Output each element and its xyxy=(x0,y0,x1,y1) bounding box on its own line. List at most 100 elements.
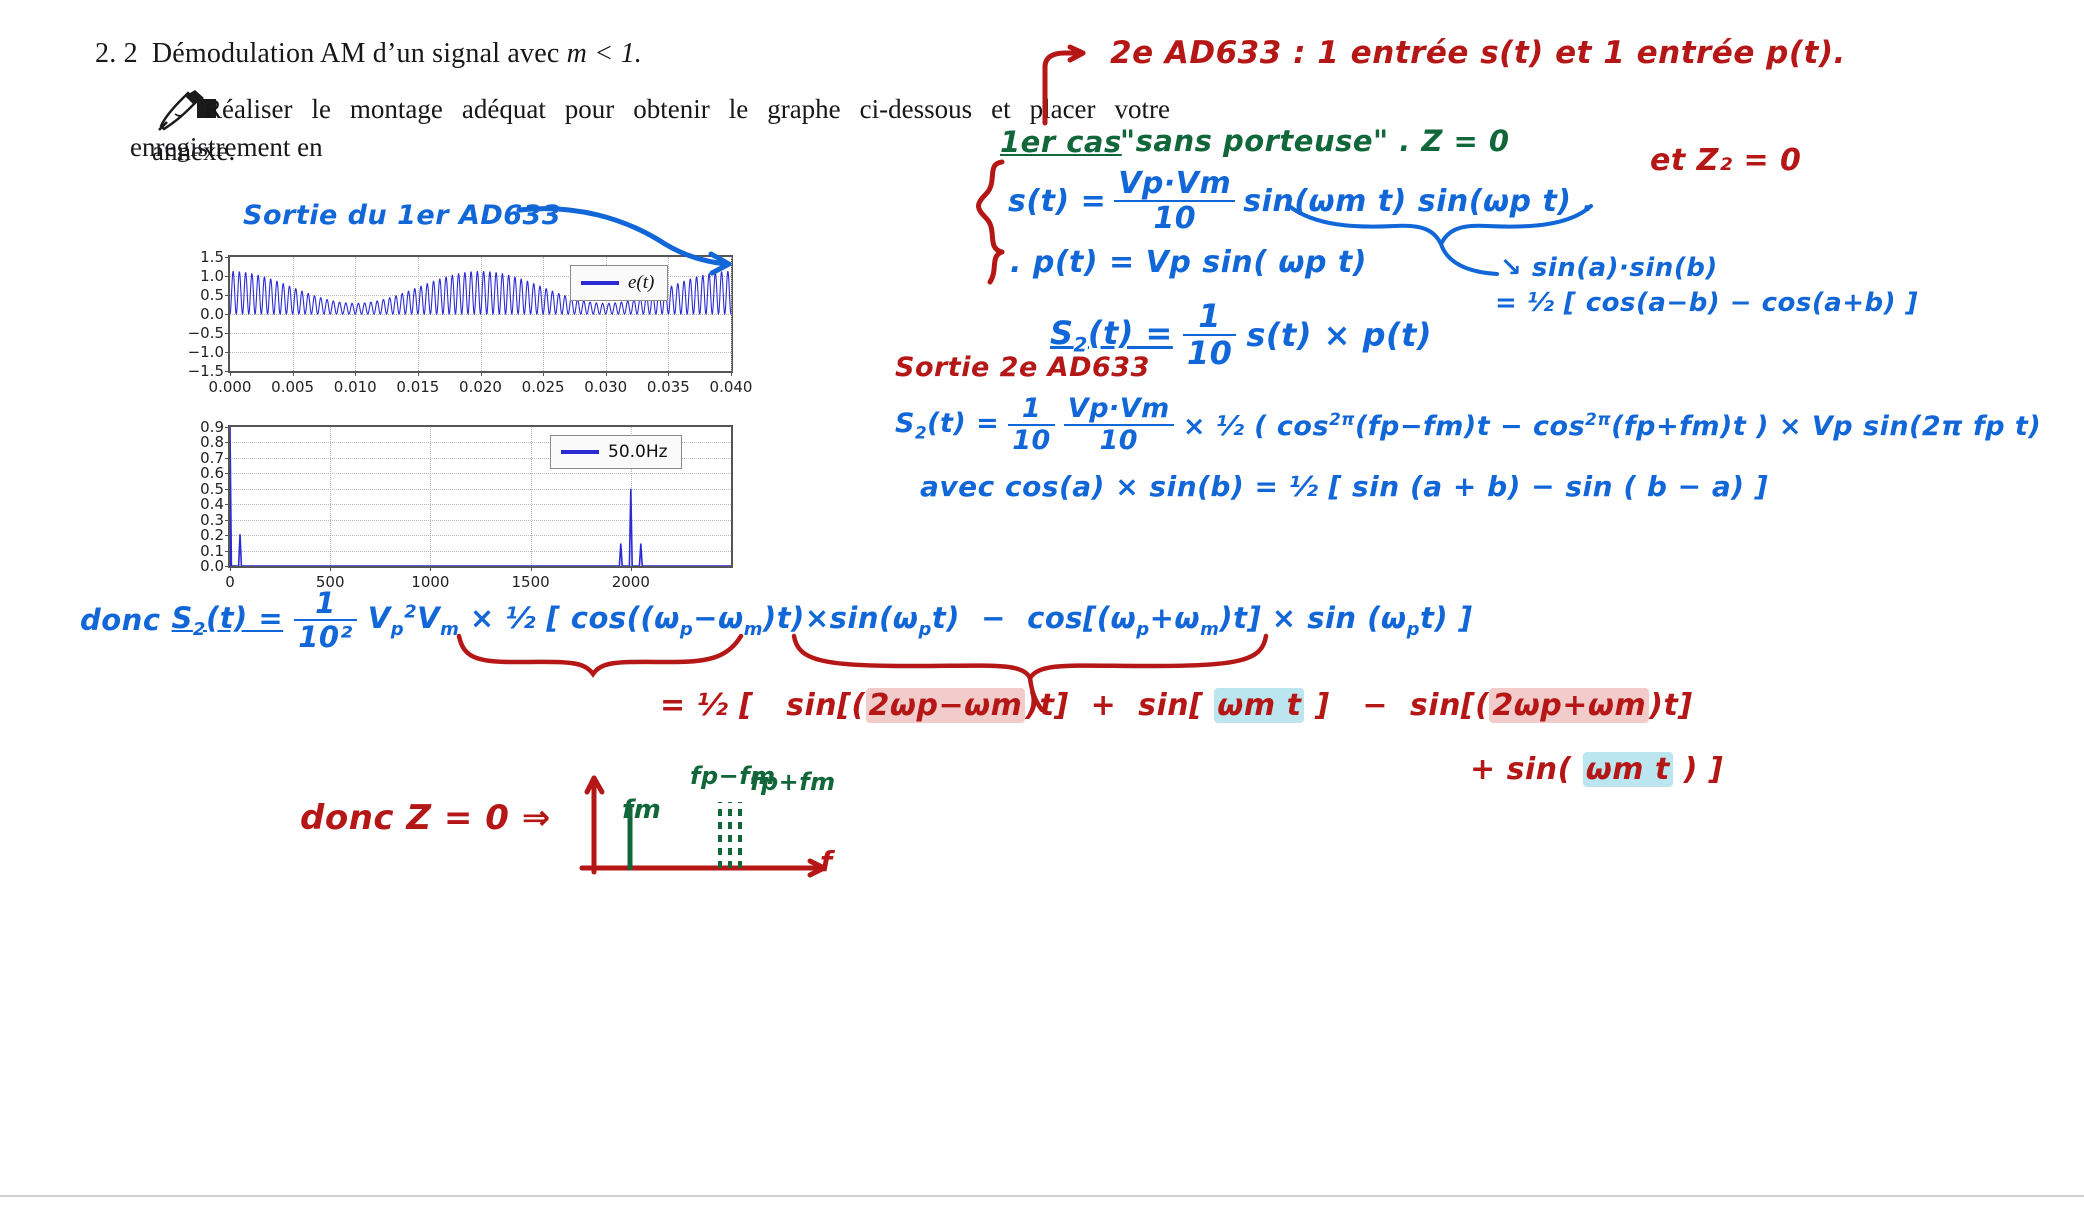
gridline-h xyxy=(230,488,731,490)
s-of-t-fraction: Vp·Vm 10 xyxy=(1114,168,1236,237)
y-tick-label: −1.0 xyxy=(187,343,224,361)
task-paragraph: Réaliser le montage adéquat pour obtenir… xyxy=(130,90,1170,167)
s2-fraction: 1 10 xyxy=(1182,299,1237,373)
chart-time-signal: 1.5 1.0 0.5 0.0 −0.5 −1.0 −1.5 0.000 0.005 0.010 0… xyxy=(170,248,752,396)
gridline-v xyxy=(731,257,732,371)
y-tick-label: 1.0 xyxy=(200,267,224,285)
x-tick-label: 500 xyxy=(315,573,345,591)
y-tick-label: 0.6 xyxy=(200,464,224,483)
y-tick-label: 0.5 xyxy=(200,479,224,498)
y-tickmark xyxy=(225,427,230,428)
y-tick-label: 0.8 xyxy=(200,433,224,452)
donc-fraction: 1 10² xyxy=(294,588,357,652)
y-tick-label: 0.2 xyxy=(200,526,224,545)
s2-denominator: 10 xyxy=(1186,334,1233,373)
x-tickmark xyxy=(330,566,332,571)
gridline-h xyxy=(230,519,731,521)
sketch-label-fm: fm xyxy=(622,795,662,825)
s2-exp-lhs: S2(t) = xyxy=(895,407,1000,443)
section-title-math: m < 1. xyxy=(566,38,642,69)
y-tick-label: 0.7 xyxy=(200,448,224,467)
gridline-v xyxy=(330,427,332,566)
gridline-h xyxy=(230,457,731,459)
legend-label-50hz: 50.0Hz xyxy=(608,442,668,462)
y-tickmark xyxy=(225,473,230,475)
s2-exp-rhs: × ½ ( cos2π(fp−fm)t − cos2π(fp+fm)t ) × … xyxy=(1182,408,2042,442)
donc-s2-lhs: S2(t) = xyxy=(171,600,284,640)
annotation-product-identity-head: ↘ sin(a)·sin(b) xyxy=(1500,253,1718,283)
s-of-t-numerator: Vp·Vm xyxy=(1114,168,1236,203)
section-heading: 2. 2 Démodulation AM d’un signal avec m <… xyxy=(95,38,642,70)
x-tick-label: 2000 xyxy=(611,573,650,591)
annotation-s-of-t: s(t) = Vp·Vm 10 sin(ωm t) sin(ωp t) . xyxy=(1008,168,1595,237)
spectrum-trace xyxy=(230,427,731,566)
task-text-line2: annexe. xyxy=(152,136,236,166)
y-tickmark xyxy=(225,519,230,521)
y-tickmark xyxy=(225,314,230,315)
s2-rhs: s(t) × p(t) xyxy=(1246,316,1433,355)
x-tickmark xyxy=(630,566,632,571)
y-tick-label: 0.3 xyxy=(200,510,224,529)
annotation-s2-of-t: S2(t) = 1 10 s(t) × p(t) xyxy=(1050,299,1433,373)
x-tickmark xyxy=(543,371,545,376)
annotation-s2-expansion: S2(t) = 1 10 Vp·Vm 10 × ½ ( cos2π(fp−fm)… xyxy=(895,394,2042,457)
s2-exp-den-2: 10 xyxy=(1099,425,1139,457)
plot2-legend: 50.0Hz xyxy=(550,435,682,469)
y-tickmark xyxy=(225,504,230,506)
y-tickmark xyxy=(225,488,230,490)
x-tickmark xyxy=(480,371,482,376)
x-tickmark xyxy=(605,371,607,376)
annotation-avec-identity: avec cos(a) × sin(b) = ½ [ sin (a + b) −… xyxy=(920,470,1769,503)
task-text: Réaliser le montage adéquat pour obtenir… xyxy=(130,94,1170,163)
donc-numerator: 1 xyxy=(294,588,357,622)
s-of-t-denominator: 10 xyxy=(1153,201,1197,237)
y-tick-label: 0.0 xyxy=(200,557,224,575)
s2-exp-fraction-1: 1 10 xyxy=(1008,394,1055,455)
x-tickmark xyxy=(668,371,670,376)
y-tickmark xyxy=(225,457,230,459)
x-tickmark xyxy=(230,566,231,571)
y-tickmark xyxy=(225,371,230,372)
gridline-h xyxy=(230,550,731,552)
gridline-h xyxy=(230,504,731,506)
x-tick-label: 0.020 xyxy=(459,378,502,396)
legend-swatch-et xyxy=(581,281,619,285)
s2-numerator: 1 xyxy=(1182,299,1237,337)
y-tick-label: 0.9 xyxy=(200,418,224,436)
y-tickmark xyxy=(225,295,230,296)
y-tick-label: 0.0 xyxy=(200,305,224,323)
y-tick-label: 0.1 xyxy=(200,541,224,560)
x-tick-label: 0.030 xyxy=(584,378,628,396)
y-tickmark xyxy=(225,535,230,537)
highlight-wm-t-2: ωm t xyxy=(1582,752,1673,787)
sketch-label-fp-plus-fm: fp+fm xyxy=(750,768,836,796)
s-of-t-lhs: s(t) = xyxy=(1008,183,1107,219)
plot1-legend: e(t) xyxy=(570,265,669,301)
annotation-p-of-t: . p(t) = Vp sin( ωp t) xyxy=(1010,245,1367,280)
gridline-v xyxy=(430,427,432,566)
section-number: 2. 2 xyxy=(95,38,138,69)
x-tickmark xyxy=(292,371,294,376)
annotation-second-ad633: 2e AD633 : 1 entrée s(t) et 1 entrée p(t… xyxy=(1110,35,1846,71)
annotation-donc-line: donc S2(t) = 1 10² Vp2Vm × ½ [ cos((ωp−ω… xyxy=(80,588,1472,652)
highlight-wm-t-1: ωm t xyxy=(1214,688,1305,723)
x-tick-label: 0.005 xyxy=(271,378,315,396)
annotation-donc-z-zero: donc Z = 0 ⇒ xyxy=(300,798,551,838)
s-of-t-rhs: sin(ωm t) sin(ωp t) . xyxy=(1243,183,1595,219)
y-tickmark xyxy=(225,276,230,277)
x-tick-label: 0.015 xyxy=(396,378,440,396)
annotation-sortie-2e-ad633: Sortie 2e AD633 xyxy=(895,352,1150,383)
x-tick-label: 0.000 xyxy=(208,378,252,396)
annotation-final-eq-line2: + sin( ωm t ) ] xyxy=(1470,752,1724,787)
x-tick-label: 0.025 xyxy=(521,378,565,396)
x-tickmark xyxy=(731,371,732,376)
y-tickmark xyxy=(225,352,230,353)
y-tickmark xyxy=(225,257,230,258)
s2-exp-num-2: Vp·Vm xyxy=(1063,394,1174,427)
x-tick-label: 1000 xyxy=(411,573,450,591)
x-tickmark xyxy=(430,566,432,571)
y-tickmark xyxy=(225,550,230,552)
annotation-product-identity-eq: = ½ [ cos(a−b) − cos(a+b) ] xyxy=(1495,288,1918,318)
s2-exp-num-1: 1 xyxy=(1008,394,1055,427)
x-tick-label: 0.010 xyxy=(333,378,377,396)
